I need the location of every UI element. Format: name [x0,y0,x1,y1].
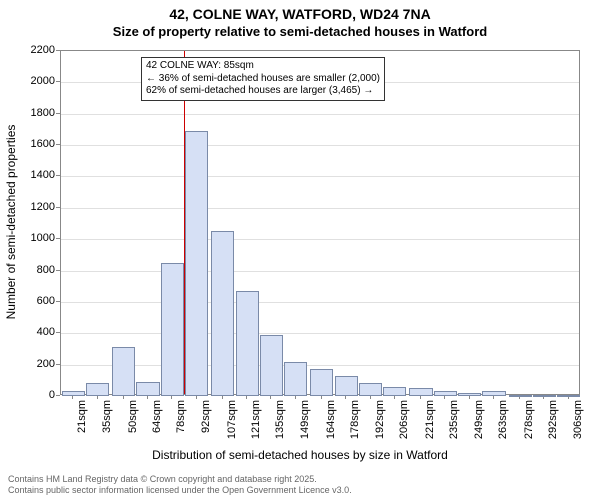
gridline [61,302,579,303]
y-tick-mark [56,301,60,302]
y-tick-label: 600 [25,295,55,307]
footer-text: Contains HM Land Registry data © Crown c… [8,474,352,496]
histogram-bar [409,388,432,396]
y-tick-label: 1000 [25,232,55,244]
x-tick-label: 192sqm [374,400,386,439]
chart-title-line1: 42, COLNE WAY, WATFORD, WD24 7NA [0,6,600,22]
x-tick-label: 135sqm [274,400,286,439]
y-tick-mark [56,332,60,333]
histogram-bar [62,391,85,396]
histogram-bar [482,391,505,396]
gridline [61,176,579,177]
y-tick-mark [56,395,60,396]
x-tick-label: 249sqm [473,400,485,439]
histogram-bar [434,391,457,396]
y-tick-mark [56,238,60,239]
x-tick-label: 149sqm [299,400,311,439]
x-tick-label: 178sqm [349,400,361,439]
chart-title-line2: Size of property relative to semi-detach… [0,24,600,39]
annotation-line2: ← 36% of semi-detached houses are smalle… [146,73,380,86]
x-tick-label: 64sqm [151,400,163,433]
marker-line [184,51,185,394]
x-tick-label: 92sqm [200,400,212,433]
x-axis-label: Distribution of semi-detached houses by … [0,448,600,462]
footer-line1: Contains HM Land Registry data © Crown c… [8,474,352,485]
y-tick-label: 0 [25,389,55,401]
histogram-bar [533,395,556,397]
x-tick-label: 35sqm [101,400,113,433]
y-tick-label: 1400 [25,169,55,181]
gridline [61,239,579,240]
y-axis-label: Number of semi-detached properties [4,125,18,320]
x-tick-label: 235sqm [448,400,460,439]
annotation-line1: 42 COLNE WAY: 85sqm [146,60,380,73]
x-tick-label: 21sqm [76,400,88,433]
histogram-bar [136,382,159,396]
y-tick-label: 200 [25,358,55,370]
x-tick-label: 221sqm [424,400,436,439]
x-tick-label: 263sqm [497,400,509,439]
histogram-bar [112,347,135,396]
gridline [61,333,579,334]
y-tick-mark [56,144,60,145]
y-tick-label: 800 [25,264,55,276]
histogram-bar [260,335,283,396]
gridline [61,208,579,209]
x-tick-label: 292sqm [547,400,559,439]
x-tick-label: 121sqm [250,400,262,439]
x-tick-label: 164sqm [325,400,337,439]
y-tick-label: 400 [25,326,55,338]
annotation-line3: 62% of semi-detached houses are larger (… [146,85,380,98]
histogram-bar [359,383,382,396]
histogram-bar [509,395,532,397]
histogram-bar [211,231,234,396]
y-tick-mark [56,364,60,365]
y-tick-mark [56,50,60,51]
chart-container: 42, COLNE WAY, WATFORD, WD24 7NA Size of… [0,0,600,500]
y-tick-label: 2200 [25,44,55,56]
histogram-bar [383,387,406,396]
x-tick-label: 107sqm [226,400,238,439]
y-tick-mark [56,270,60,271]
x-tick-label: 306sqm [572,400,584,439]
gridline [61,271,579,272]
histogram-bar [557,395,580,397]
histogram-bar [86,383,109,396]
gridline [61,365,579,366]
x-tick-label: 50sqm [127,400,139,433]
plot-area: 42 COLNE WAY: 85sqm ← 36% of semi-detach… [60,50,580,395]
y-tick-label: 1200 [25,201,55,213]
gridline [61,114,579,115]
histogram-bar [458,393,481,396]
histogram-bar [335,376,358,396]
y-tick-label: 1600 [25,138,55,150]
histogram-bar [310,369,333,396]
y-tick-mark [56,113,60,114]
histogram-bar [161,263,184,396]
gridline [61,145,579,146]
y-tick-mark [56,81,60,82]
y-tick-mark [56,175,60,176]
histogram-bar [185,131,208,396]
x-tick-label: 206sqm [398,400,410,439]
annotation-box: 42 COLNE WAY: 85sqm ← 36% of semi-detach… [141,57,385,101]
y-tick-label: 1800 [25,107,55,119]
x-tick-label: 78sqm [175,400,187,433]
footer-line2: Contains public sector information licen… [8,485,352,496]
histogram-bar [236,291,259,396]
y-tick-label: 2000 [25,75,55,87]
x-tick-label: 278sqm [523,400,535,439]
histogram-bar [284,362,307,397]
y-tick-mark [56,207,60,208]
